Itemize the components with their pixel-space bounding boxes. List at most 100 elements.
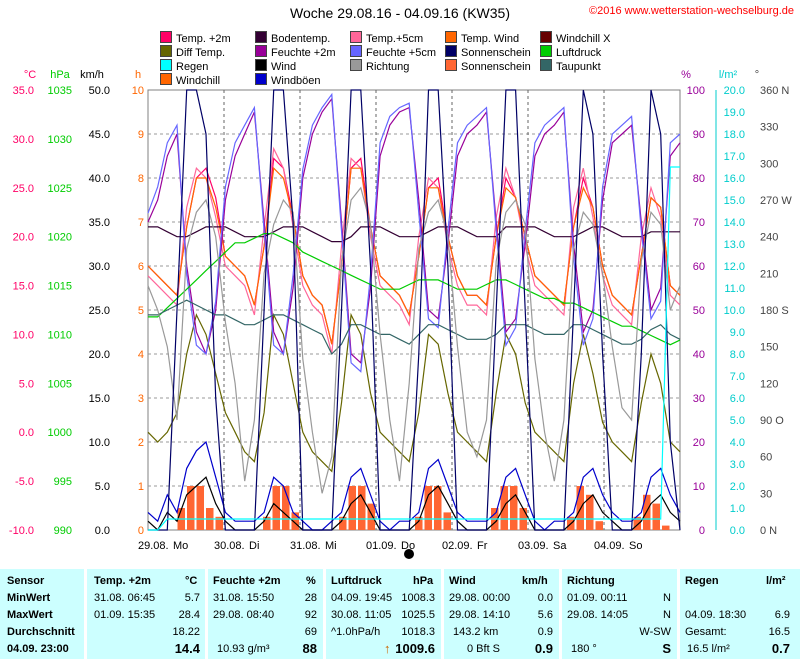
feuchte-min-time: 31.08. 15:50: [213, 592, 275, 604]
axis-tick-percent: 10: [693, 481, 705, 493]
sunshine-bar: [348, 486, 356, 530]
x-tick-date: 03.09.: [518, 540, 549, 552]
axis-tick-percent: 20: [693, 437, 705, 449]
legend-label: Taupunkt: [556, 61, 601, 73]
axis-tick-hpa: 1020: [48, 232, 72, 244]
stats-separator: [323, 569, 326, 659]
row-label-avg: Durchschnitt: [7, 626, 75, 638]
sunshine-bar: [443, 512, 451, 530]
sunshine-bar: [272, 486, 280, 530]
legend-label: Temp. +2m: [176, 33, 231, 45]
axis-tick-hpa: 995: [54, 476, 72, 488]
legend-label: Sonnenschein: [461, 47, 531, 59]
legend-swatch: [540, 45, 552, 57]
row-label-min: MinWert: [7, 592, 51, 604]
legend-item: Temp. Wind: [445, 31, 519, 45]
wind-max-val: 5.6: [537, 609, 553, 621]
sunshine-bar: [500, 486, 508, 530]
legend-swatch: [445, 45, 457, 57]
axis-tick-lm2: 11.0: [724, 283, 745, 295]
legend-label: Luftdruck: [556, 47, 602, 59]
axis-tick-lm2: 10.0: [724, 305, 745, 317]
sunshine-bar: [215, 516, 223, 530]
axis-tick-hpa: 1015: [48, 281, 72, 293]
axis-tick-kmh: 5.0: [95, 481, 110, 493]
axis-tick-lm2: 4.0: [730, 437, 745, 449]
legend-swatch: [540, 31, 552, 43]
legend-label: Feuchte +5cm: [366, 47, 437, 59]
legend-item: Diff Temp.: [160, 45, 225, 59]
temp-min-time: 31.08. 06:45: [94, 592, 156, 604]
axis-tick-hours: 5: [138, 305, 144, 317]
axis-tick-lm2: 7.0: [730, 371, 745, 383]
axis-unit-kmh: km/h: [80, 69, 104, 81]
axis-tick-hours: 3: [138, 393, 144, 405]
regen-day: 16.5 l/m²: [687, 643, 730, 655]
axis-tick-kmh: 30.0: [89, 261, 110, 273]
axis-tick-celsius: 5.0: [19, 378, 34, 390]
luftdruck-avg: 1018.3: [401, 626, 435, 638]
wind-avg: 0.9: [537, 626, 553, 638]
axis-tick-hours: 8: [138, 173, 144, 185]
x-tick-day: So: [629, 540, 642, 552]
legend-item: Luftdruck: [540, 45, 601, 59]
legend-label: Bodentemp.: [271, 33, 331, 45]
legend-item: Taupunkt: [540, 59, 601, 73]
stats-separator: [84, 569, 87, 659]
richtung-avg: W-SW: [639, 626, 671, 638]
axis-tick-hours: 4: [138, 349, 144, 361]
sunshine-bar: [263, 516, 271, 530]
axis-tick-hours: 7: [138, 217, 144, 229]
axis-tick-percent: 100: [687, 85, 705, 97]
feuchte-header: Feuchte +2m: [213, 575, 281, 587]
stats-table: Sensor MinWert MaxWert Durchschnitt 04.0…: [0, 569, 800, 659]
axis-tick-lm2: 17.0: [724, 151, 745, 163]
copyright-text[interactable]: ©2016 www.wetterstation-wechselburg.de: [589, 5, 794, 17]
axis-tick-direction: 120: [760, 378, 778, 390]
feuchte-min-val: 28: [304, 592, 317, 604]
sunshine-bar: [652, 503, 660, 530]
axis-tick-direction: 150: [760, 342, 778, 354]
axis-unit-celsius: °C: [24, 69, 36, 81]
series-line-windb-en: [147, 440, 681, 531]
luftdruck-max-time: 30.08. 11:05: [331, 609, 392, 621]
legend-item: Regen: [160, 59, 208, 73]
axis-tick-lm2: 6.0: [730, 393, 745, 405]
axis-tick-hours: 1: [138, 481, 144, 493]
axis-tick-hpa: 1010: [48, 329, 72, 341]
axis-tick-percent: 40: [693, 349, 705, 361]
axis-tick-kmh: 15.0: [89, 393, 110, 405]
temp-header: Temp. +2m: [94, 575, 151, 587]
axis-tick-kmh: 25.0: [89, 305, 110, 317]
axis-unit-hours: h: [135, 69, 141, 81]
feuchte-abs: 10.93 g/m³: [217, 643, 270, 655]
axis-tick-percent: 30: [693, 393, 705, 405]
luftdruck-max-val: 1025.5: [401, 609, 435, 621]
luftdruck-header: Luftdruck: [331, 575, 382, 587]
sunshine-bar: [358, 486, 366, 530]
x-tick-date: 29.08.: [138, 540, 169, 552]
stats-separator: [559, 569, 562, 659]
axis-unit-hpa: hPa: [50, 69, 70, 81]
series-line-regen: [148, 166, 680, 531]
legend-item: Wind: [255, 59, 296, 73]
axis-tick-hpa: 990: [54, 525, 72, 537]
x-tick-date: 01.09.: [366, 540, 397, 552]
axis-tick-hours: 6: [138, 261, 144, 273]
x-tick-date: 02.09.: [442, 540, 473, 552]
wind-current: 0.9: [534, 641, 553, 656]
feuchte-max-time: 29.08. 08:40: [213, 609, 275, 621]
axis-tick-percent: 80: [693, 173, 705, 185]
legend-item: Sonnenschein: [445, 45, 531, 59]
series-line-luftdruck: [148, 233, 681, 346]
x-tick-day: Mo: [173, 540, 188, 552]
axis-unit-percent: %: [681, 69, 691, 81]
legend-item: Temp.+5cm: [350, 31, 423, 45]
axis-tick-direction: 90 O: [760, 415, 784, 427]
axis-tick-kmh: 35.0: [89, 217, 110, 229]
axis-tick-lm2: 18.0: [724, 129, 745, 141]
regen-max-val: 6.9: [774, 609, 790, 621]
temp-current: 14.4: [174, 641, 200, 656]
axis-tick-lm2: 13.0: [724, 239, 745, 251]
series-line-temp-5cm: [147, 146, 681, 355]
